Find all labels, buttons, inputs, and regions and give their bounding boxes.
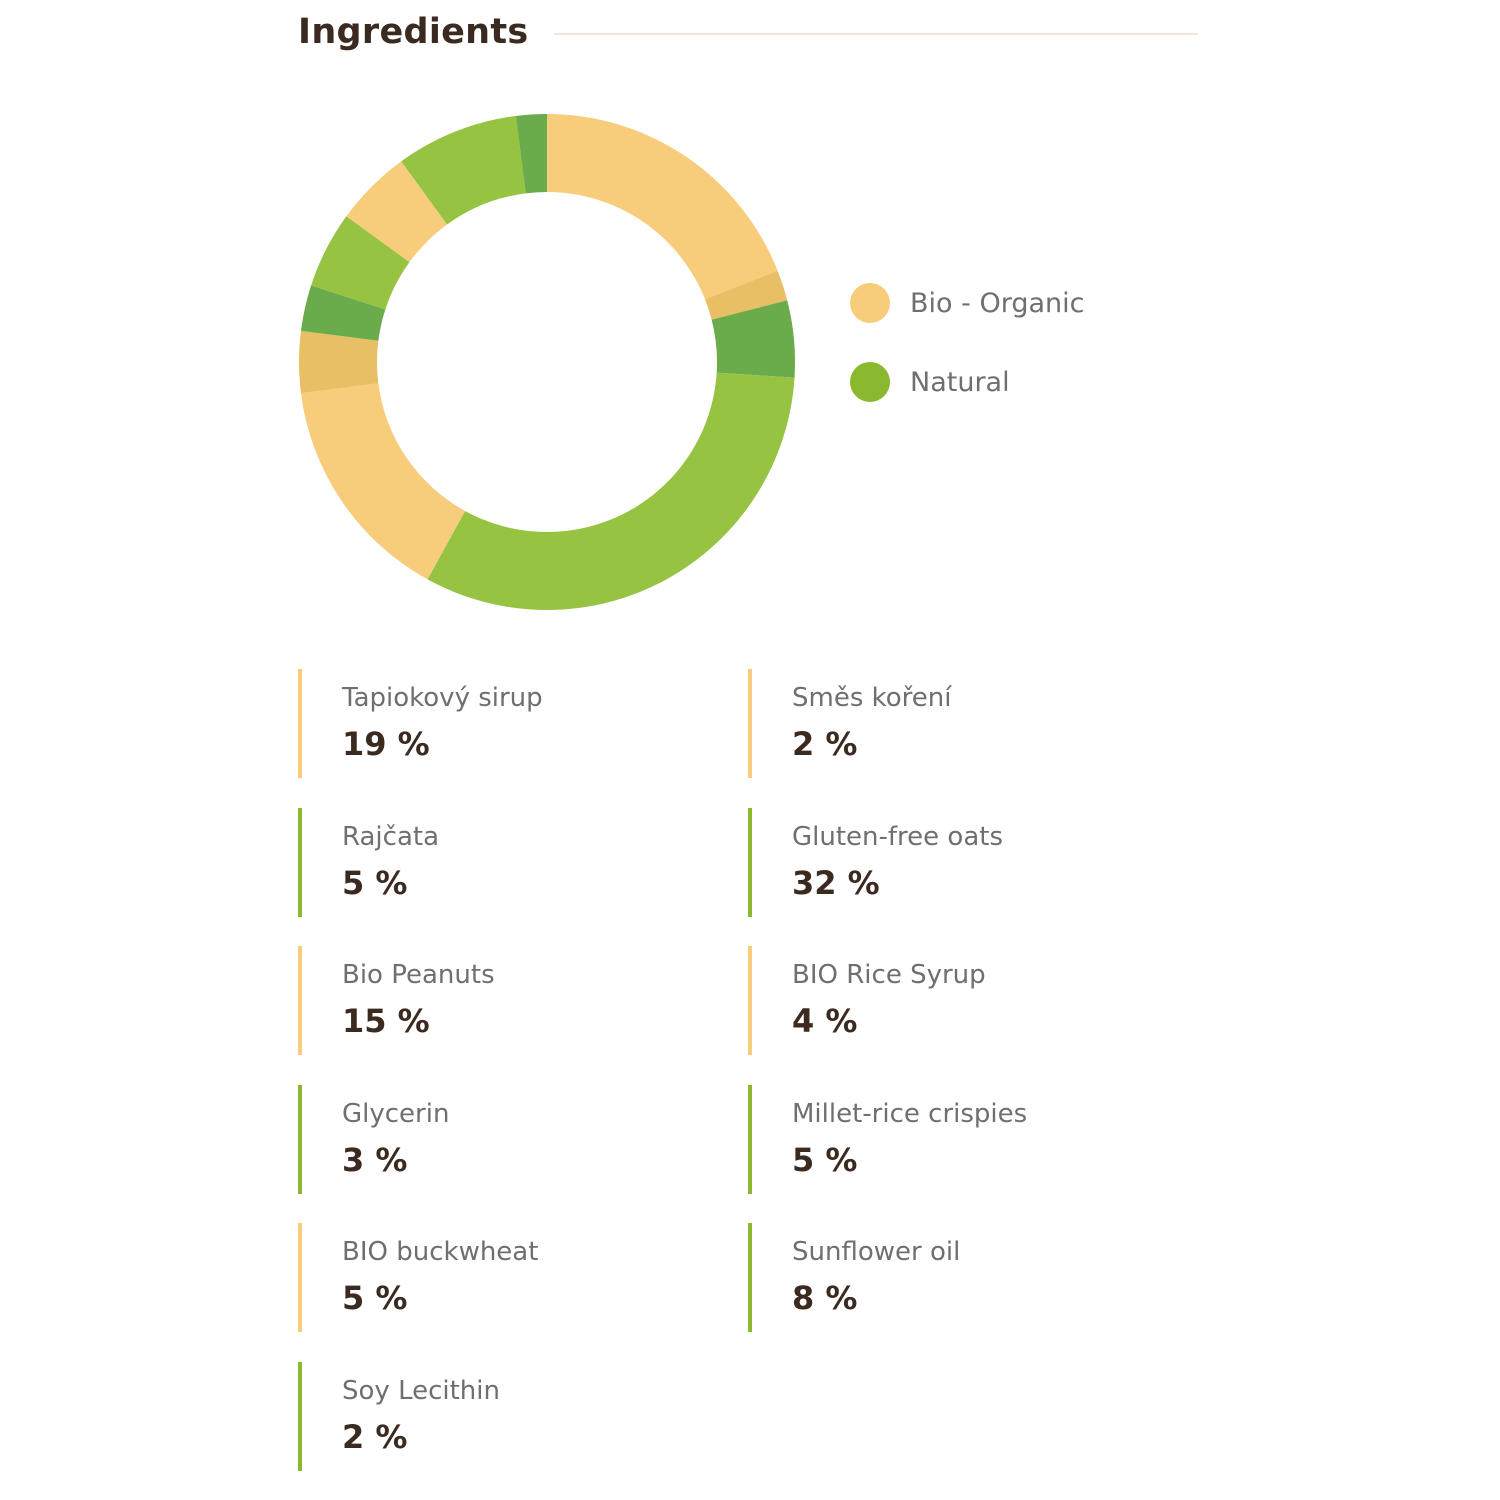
ingredient-item: Soy Lecithin 2 % — [298, 1361, 718, 1471]
ingredient-percentage: 19 % — [342, 725, 430, 763]
legend-label: Natural — [910, 366, 1010, 398]
ingredient-percentage: 5 % — [342, 863, 408, 902]
donut-slice-bio-buckwheat — [346, 161, 448, 263]
donut-slice-bio-peanuts — [300, 383, 466, 580]
ingredient-percentage: 4 % — [792, 1002, 858, 1040]
legend-item: Natural — [850, 362, 1084, 402]
ingredient-name: BIO buckwheat — [342, 1237, 539, 1267]
donut-slice-sm-s-ko-en- — [705, 270, 788, 320]
donut-slice-bio-rice-syrup — [299, 330, 379, 394]
donut-slice-glycerin — [300, 285, 386, 341]
donut-slice-millet-rice-crispies — [311, 216, 410, 310]
ingredient-percentage: 5 % — [792, 1140, 858, 1179]
ingredient-name: Směs koření — [792, 683, 952, 713]
ingredient-item: Sunflower oil 8 % — [748, 1223, 1168, 1332]
ingredient-item: Tapiokový sirup 19 % — [298, 669, 718, 778]
ingredient-name: Glycerin — [342, 1098, 450, 1129]
ingredients-donut-chart — [299, 114, 795, 610]
ingredient-name: BIO Rice Syrup — [792, 960, 986, 990]
donut-slice-sunflower-oil — [401, 115, 526, 225]
ingredient-item: BIO buckwheat 5 % — [298, 1223, 718, 1332]
legend-label: Bio - Organic — [910, 287, 1085, 319]
ingredient-name: Bio Peanuts — [342, 960, 495, 990]
ingredient-percentage: 3 % — [342, 1140, 408, 1179]
donut-slice-gluten-free-oats — [427, 372, 795, 610]
ingredient-item: BIO Rice Syrup 4 % — [748, 946, 1168, 1055]
ingredient-item: Rajčata 5 % — [298, 807, 718, 917]
ingredient-name: Sunflower oil — [792, 1237, 961, 1267]
ingredient-percentage: 8 % — [792, 1279, 858, 1317]
ingredient-percentage: 32 % — [792, 863, 880, 902]
ingredient-name: Soy Lecithin — [342, 1375, 500, 1406]
ingredients-header: Ingredients — [298, 10, 1198, 60]
ingredient-name: Tapiokový sirup — [342, 683, 543, 713]
donut-slice-soy-lecithin — [515, 114, 547, 194]
ingredient-item: Millet-rice crispies 5 % — [748, 1084, 1168, 1194]
ingredient-percentage: 5 % — [342, 1279, 408, 1317]
ingredient-percentage: 15 % — [342, 1002, 430, 1040]
legend-item: Bio - Organic — [850, 283, 1084, 323]
ingredient-percentage: 2 % — [342, 1417, 408, 1456]
legend-swatch — [850, 362, 890, 402]
ingredient-name: Gluten-free oats — [792, 821, 1004, 852]
ingredient-percentage: 2 % — [792, 725, 858, 763]
title-divider — [554, 33, 1198, 35]
chart-legend: Bio - Organic Natural — [850, 283, 1084, 441]
ingredient-item: Směs koření 2 % — [748, 669, 1168, 778]
ingredient-item: Bio Peanuts 15 % — [298, 946, 718, 1055]
ingredient-name: Millet-rice crispies — [792, 1098, 1028, 1129]
donut-slice-tapiokov-sirup — [547, 114, 778, 300]
ingredient-name: Rajčata — [342, 821, 440, 852]
ingredient-item: Gluten-free oats 32 % — [748, 807, 1168, 917]
legend-swatch — [850, 283, 890, 323]
section-title: Ingredients — [298, 12, 529, 52]
ingredient-item: Glycerin 3 % — [298, 1084, 718, 1194]
donut-slice-raj-ata — [711, 300, 795, 378]
